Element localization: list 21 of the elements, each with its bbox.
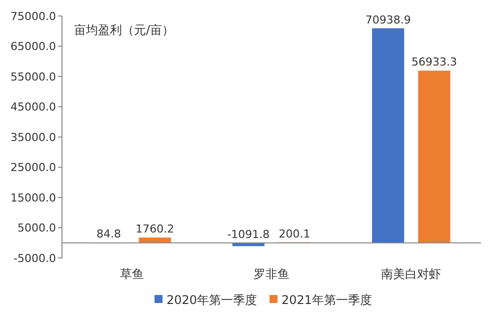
data-label: 1760.2	[136, 222, 174, 236]
y-tick-label: 35000.0	[10, 130, 56, 144]
y-tick-label: 65000.0	[10, 40, 56, 54]
data-label: 84.8	[96, 228, 122, 241]
x-tick-label: 南美白对虾	[381, 267, 442, 281]
y-tick-label: -5000.0	[14, 252, 56, 265]
y-tick-label: 55000.0	[10, 70, 56, 84]
y-tick-label: 45000.0	[10, 100, 56, 114]
y-tick-label: 75000.0	[10, 10, 56, 23]
y-tick-label: 25000.0	[10, 161, 56, 174]
data-label: 200.1	[278, 227, 310, 240]
y-tick-label: 15000.0	[10, 191, 56, 204]
data-label: 56933.3	[411, 56, 457, 69]
legend-label: 2021年第一季度	[282, 293, 372, 308]
y-tick-label: 5000.0	[18, 222, 56, 235]
x-tick-label: 罗非鱼	[254, 267, 290, 281]
legend-label: 2020年第一季度	[166, 293, 258, 308]
x-tick-label: 草鱼	[120, 267, 144, 281]
data-label: -1091.8	[227, 228, 270, 241]
data-label: 70938.9	[365, 13, 411, 26]
y-axis-title: 亩均盈利（元/亩）	[74, 23, 174, 37]
